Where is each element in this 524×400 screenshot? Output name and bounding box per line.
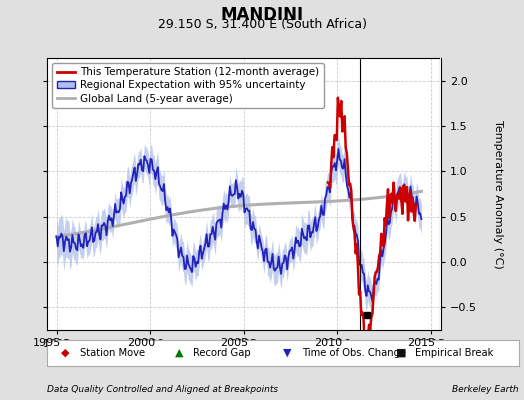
Text: Empirical Break: Empirical Break — [415, 348, 494, 358]
Text: 2000: 2000 — [127, 338, 155, 348]
Text: 29.150 S, 31.400 E (South Africa): 29.150 S, 31.400 E (South Africa) — [158, 18, 366, 31]
Text: MANDINI: MANDINI — [221, 6, 303, 24]
Text: ◆: ◆ — [61, 348, 70, 358]
Text: Berkeley Earth: Berkeley Earth — [452, 385, 519, 394]
Y-axis label: Temperature Anomaly (°C): Temperature Anomaly (°C) — [494, 120, 504, 268]
Text: ■: ■ — [396, 348, 407, 358]
Text: Record Gap: Record Gap — [193, 348, 251, 358]
Text: ▲: ▲ — [174, 348, 183, 358]
Text: 2015: 2015 — [407, 338, 435, 348]
Text: Data Quality Controlled and Aligned at Breakpoints: Data Quality Controlled and Aligned at B… — [47, 385, 278, 394]
Text: 2010: 2010 — [314, 338, 342, 348]
Text: 1995: 1995 — [33, 338, 61, 348]
Legend: This Temperature Station (12-month average), Regional Expectation with 95% uncer: This Temperature Station (12-month avera… — [52, 63, 324, 108]
Text: 2005: 2005 — [220, 338, 248, 348]
Text: Time of Obs. Change: Time of Obs. Change — [302, 348, 406, 358]
Text: ▼: ▼ — [283, 348, 291, 358]
Text: Station Move: Station Move — [80, 348, 145, 358]
